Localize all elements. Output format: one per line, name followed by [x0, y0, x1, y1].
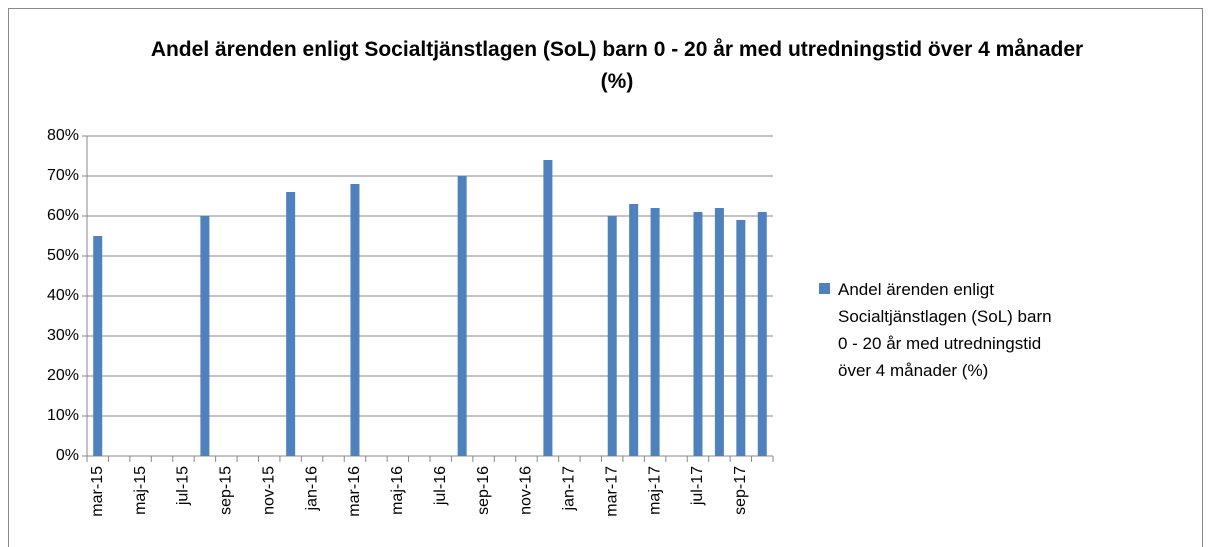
- bar: [650, 208, 660, 456]
- x-tick-label: maj-15: [132, 466, 149, 515]
- legend-label: Andel ärenden enligt Socialtjänstlagen (…: [838, 280, 1052, 380]
- chart-border: [8, 8, 1203, 547]
- bar: [757, 212, 767, 456]
- x-tick-label: jan-16: [303, 466, 320, 512]
- x-tick-label: maj-16: [389, 466, 406, 515]
- y-tick-label: 30%: [47, 327, 79, 344]
- bar: [736, 220, 746, 456]
- x-tick-label: nov-16: [518, 466, 535, 515]
- y-tick-label: 20%: [47, 367, 79, 384]
- y-tick-label: 70%: [47, 167, 79, 184]
- bar: [714, 208, 724, 456]
- bar: [93, 236, 103, 456]
- x-tick-label: jul-15: [175, 466, 192, 506]
- y-tick-label: 40%: [47, 287, 79, 304]
- x-tick-label: mar-17: [603, 466, 620, 517]
- y-tick-label: 0%: [56, 447, 79, 464]
- bar: [350, 184, 360, 456]
- bar: [693, 212, 703, 456]
- bar: [286, 192, 296, 456]
- bar: [607, 216, 617, 456]
- x-tick-label: jul-16: [432, 466, 449, 506]
- x-tick-label: jan-17: [561, 466, 578, 512]
- y-tick-label: 60%: [47, 207, 79, 224]
- x-tick-label: sep-17: [732, 466, 749, 515]
- y-tick-label: 50%: [47, 247, 79, 264]
- x-tick-label: nov-15: [260, 466, 277, 515]
- x-tick-label: jul-17: [689, 466, 706, 506]
- bar: [457, 176, 467, 456]
- legend-swatch: [819, 283, 830, 294]
- x-tick-label: sep-16: [475, 466, 492, 515]
- bar: [543, 160, 553, 456]
- x-tick-label: mar-16: [346, 466, 363, 517]
- y-tick-label: 10%: [47, 407, 79, 424]
- x-tick-label: sep-15: [218, 466, 235, 515]
- x-tick-label: mar-15: [89, 466, 106, 517]
- chart-title: Andel ärenden enligt Socialtjänstlagen (…: [150, 38, 1084, 93]
- bar: [200, 216, 210, 456]
- bar: [629, 204, 639, 456]
- y-tick-label: 80%: [47, 127, 79, 144]
- x-tick-label: maj-17: [646, 466, 663, 515]
